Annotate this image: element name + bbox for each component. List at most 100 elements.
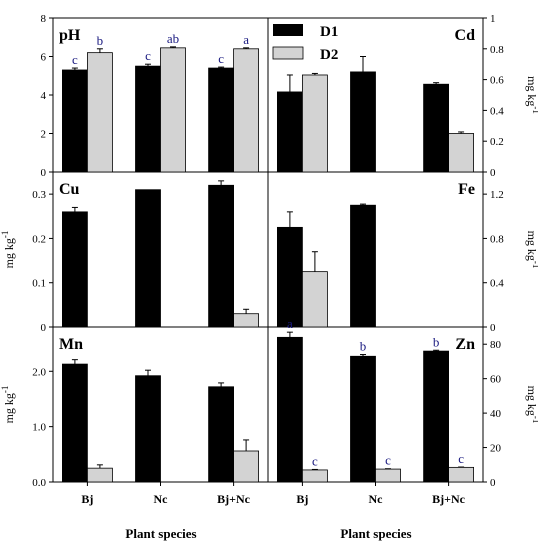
- bar-d1: [208, 184, 235, 328]
- y-tick-label: 0: [490, 322, 496, 334]
- y-tick-label: 2.0: [32, 366, 46, 378]
- x-tick-label: Bj: [81, 492, 93, 506]
- y-tick-label: 40: [490, 408, 502, 420]
- significance-letter: b: [360, 339, 367, 354]
- y-tick-label: 60: [490, 374, 502, 386]
- bar-d1: [208, 67, 235, 173]
- significance-letter: c: [145, 48, 151, 63]
- significance-letter: a: [287, 316, 293, 331]
- y-tick-label: 0: [41, 167, 47, 179]
- y-axis-unit: mg kg-1: [525, 76, 538, 114]
- x-tick-label: Bj+Nc: [217, 492, 251, 506]
- bar-d1: [135, 65, 161, 173]
- significance-letter: ab: [167, 31, 179, 46]
- panel-title: pH: [59, 27, 81, 44]
- y-tick-label: 0.8: [490, 44, 504, 56]
- axes-frame: [52, 17, 484, 483]
- bar-d1: [135, 375, 161, 483]
- legend-swatch-d2: [272, 46, 304, 60]
- x-axis-title-left: Plant species: [125, 526, 196, 541]
- bar-d2: [301, 271, 328, 328]
- panel-cd: 0 0.2 0.4 0.6 0.8 1 mg kg-1 Cd: [276, 13, 538, 179]
- significance-letter: c: [385, 453, 391, 468]
- bar-d2: [233, 48, 260, 173]
- legend: D1 D2: [272, 24, 338, 63]
- x-category-labels: Bj Nc Bj+Nc Bj Nc Bj+Nc: [81, 482, 466, 506]
- panel-zn: 0 20 40 60 80 mg kg-1 Zn a b b c c c: [276, 316, 538, 489]
- x-tick-label: Bj+Nc: [432, 492, 466, 506]
- panels: 0 2 4 6 8 pH c c c b ab a 0 0.2 0.4 0.6 0.8 1 mg kg-1 Cd 0 0.…: [0, 13, 538, 489]
- y-tick-label: 0: [490, 167, 496, 179]
- bar-d2: [233, 313, 260, 328]
- unit-exponent: -1: [531, 106, 538, 114]
- legend-label-d2: D2: [320, 47, 338, 63]
- y-tick-label: 0.4: [490, 105, 504, 117]
- bar-d1: [423, 83, 450, 173]
- bar-d2: [87, 52, 113, 173]
- bar-d1: [62, 211, 88, 328]
- bar-d1: [350, 355, 376, 483]
- x-tick-label: Nc: [154, 492, 169, 506]
- y-tick-label: 0: [490, 477, 496, 489]
- unit-exponent: -1: [531, 416, 538, 424]
- bar-d1: [62, 363, 88, 483]
- bar-d1: [350, 71, 376, 173]
- y-tick-label: 4: [41, 90, 47, 102]
- y-tick-label: 0.4: [490, 278, 504, 290]
- bar-d2: [301, 469, 328, 483]
- y-tick-label: 80: [490, 339, 502, 351]
- panel-mn: 0.0 1.0 2.0 mg kg-1 Mn: [0, 336, 260, 489]
- bar-d1: [208, 386, 235, 483]
- bar-d1: [276, 91, 303, 173]
- bar-d1: [276, 226, 303, 328]
- y-tick-label: 1: [490, 13, 496, 25]
- x-tick-label: Nc: [369, 492, 384, 506]
- unit-exponent: -1: [0, 386, 10, 394]
- bar-d1: [350, 204, 376, 328]
- y-tick-label: 0: [41, 322, 47, 334]
- bar-d2: [301, 74, 328, 173]
- panel-title: Mn: [59, 336, 83, 353]
- bar-d2: [448, 133, 475, 173]
- y-tick-label: 6: [41, 52, 47, 64]
- significance-letter: c: [458, 451, 464, 466]
- y-tick-label: 0.3: [32, 189, 46, 201]
- panel-title: Cd: [455, 27, 476, 44]
- y-axis-unit: mg kg-1: [525, 231, 538, 269]
- bar-d1: [62, 69, 88, 173]
- bar-d1: [423, 350, 450, 483]
- y-axis-unit: mg kg-1: [525, 386, 538, 424]
- bar-d2: [375, 468, 401, 483]
- panel-title: Zn: [455, 336, 475, 353]
- significance-letter: c: [72, 52, 78, 67]
- y-tick-label: 8: [41, 13, 47, 25]
- y-tick-label: 2: [41, 129, 47, 141]
- bar-d2: [160, 47, 186, 173]
- legend-swatch-d1: [273, 24, 303, 36]
- y-tick-label: 0.6: [490, 75, 504, 87]
- bar-d2: [448, 466, 475, 483]
- y-tick-label: 20: [490, 443, 502, 455]
- bar-d2: [87, 467, 113, 483]
- unit-exponent: -1: [0, 231, 10, 239]
- y-axis-unit: mg kg-1: [0, 386, 16, 424]
- y-tick-label: 0.0: [32, 477, 46, 489]
- y-tick-label: 1.2: [490, 189, 504, 201]
- y-tick-label: 0.1: [32, 278, 46, 290]
- significance-letter: c: [312, 453, 318, 468]
- y-axis-unit: mg kg-1: [0, 231, 16, 269]
- bar-d1: [135, 189, 161, 328]
- panel-fe: 0 0.4 0.8 1.2 mg kg-1 Fe: [276, 181, 538, 334]
- x-axis-title-right: Plant species: [340, 526, 411, 541]
- bar-d1: [276, 336, 303, 483]
- panel-cu: 0 0.1 0.2 0.3 mg kg-1 Cu: [0, 180, 260, 334]
- y-tick-label: 0.8: [490, 233, 504, 245]
- bar-d2: [233, 450, 260, 483]
- significance-letter: b: [433, 334, 440, 349]
- panel-ph: 0 2 4 6 8 pH c c c b ab a: [41, 13, 260, 179]
- unit-exponent: -1: [531, 261, 538, 269]
- y-tick-label: 1.0: [32, 422, 46, 434]
- y-tick-label: 0.2: [490, 136, 504, 148]
- x-tick-label: Bj: [296, 492, 308, 506]
